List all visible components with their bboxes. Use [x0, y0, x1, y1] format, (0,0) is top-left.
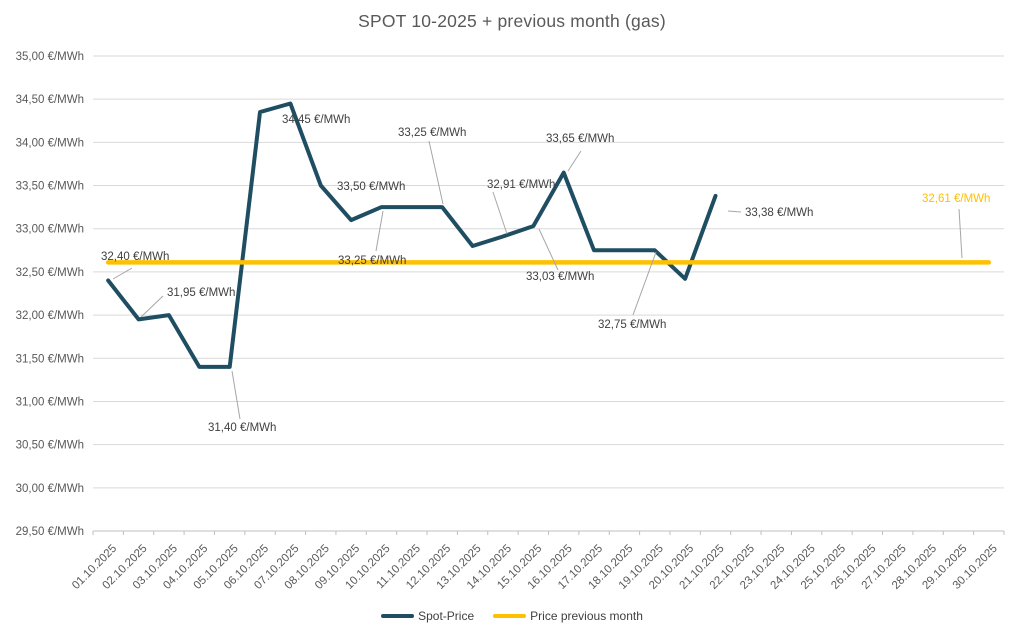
y-tick-label: 33,00 €/MWh: [16, 224, 84, 236]
data-label: 31,95 €/MWh: [167, 287, 235, 299]
legend-label-spot-price: Spot-Price: [418, 609, 475, 623]
y-tick-label: 35,00 €/MWh: [16, 51, 84, 63]
data-label: 33,03 €/MWh: [526, 271, 594, 283]
spot-price-line: [106, 101, 718, 369]
data-label: 33,25 €/MWh: [398, 127, 466, 139]
y-tick-label: 29,50 €/MWh: [16, 526, 84, 538]
y-tick-label: 30,50 €/MWh: [16, 440, 84, 452]
data-label-leader-line: [140, 295, 164, 318]
data-label-leader-line: [958, 208, 963, 259]
data-label: 32,40 €/MWh: [101, 251, 169, 263]
y-tick-label: 31,00 €/MWh: [16, 396, 84, 408]
data-label-leader-line: [632, 251, 657, 316]
legend: Spot-Price Price previous month: [0, 609, 1024, 623]
legend-item-price-previous-month: Price previous month: [493, 609, 643, 623]
data-label: 33,25 €/MWh: [338, 255, 406, 267]
data-label: 32,61 €/MWh: [922, 193, 990, 205]
previous-month-line-swatch-icon: [493, 614, 527, 618]
legend-item-spot-price: Spot-Price: [381, 609, 474, 623]
data-label: 31,40 €/MWh: [208, 422, 276, 434]
data-label-leader-line: [375, 210, 384, 252]
y-tick-label: 31,50 €/MWh: [16, 353, 84, 365]
legend-label-price-previous-month: Price previous month: [530, 609, 643, 623]
data-label-leader-line: [567, 150, 582, 172]
data-label-leader-line: [231, 370, 241, 420]
data-label: 33,65 €/MWh: [546, 133, 614, 145]
y-tick-label: 34,00 €/MWh: [16, 137, 84, 149]
y-tick-label: 32,50 €/MWh: [16, 267, 84, 279]
y-tick-label: 30,00 €/MWh: [16, 483, 84, 495]
y-tick-label: 33,50 €/MWh: [16, 181, 84, 193]
data-label: 32,91 €/MWh: [487, 179, 555, 191]
data-label-leader-line: [112, 267, 133, 280]
data-label: 33,38 €/MWh: [745, 207, 813, 219]
y-tick-label: 34,50 €/MWh: [16, 94, 84, 106]
data-label: 34,45 €/MWh: [282, 114, 350, 126]
data-label-leader-line: [428, 140, 444, 205]
spot-price-line-swatch-icon: [381, 614, 415, 618]
data-label: 32,75 €/MWh: [598, 319, 666, 331]
data-label-leader-line: [538, 228, 559, 271]
data-label-leader-line: [492, 191, 508, 235]
data-label-leader-line: [727, 210, 742, 213]
data-label: 33,50 €/MWh: [337, 181, 405, 193]
chart-title: SPOT 10-2025 + previous month (gas): [358, 11, 666, 31]
y-tick-label: 32,00 €/MWh: [16, 310, 84, 322]
